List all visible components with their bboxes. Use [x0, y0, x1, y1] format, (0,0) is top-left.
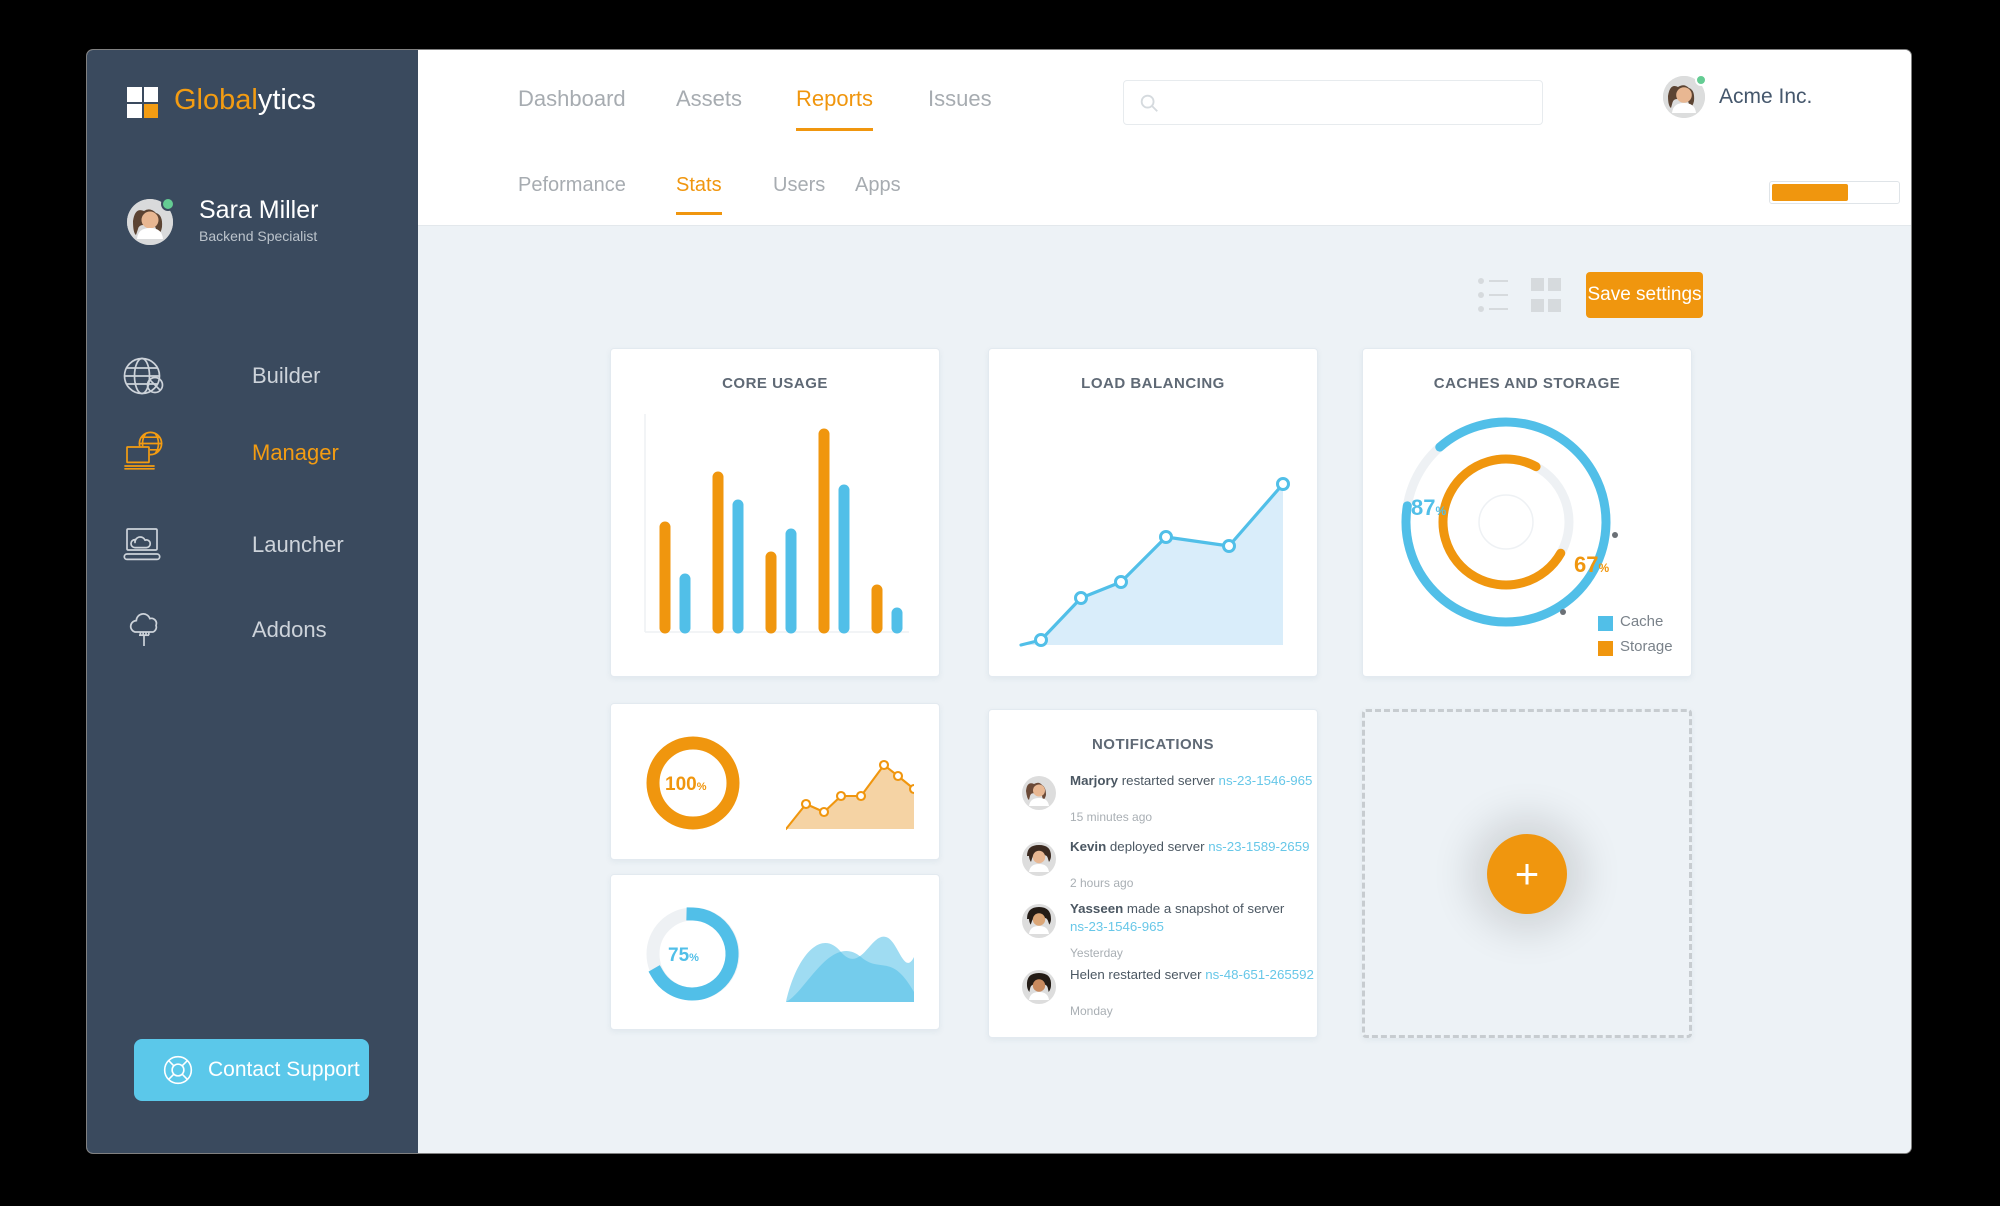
svg-text:100%: 100% — [665, 774, 707, 795]
svg-text:75%: 75% — [668, 945, 699, 966]
svg-text:87%: 87% — [1411, 495, 1446, 520]
